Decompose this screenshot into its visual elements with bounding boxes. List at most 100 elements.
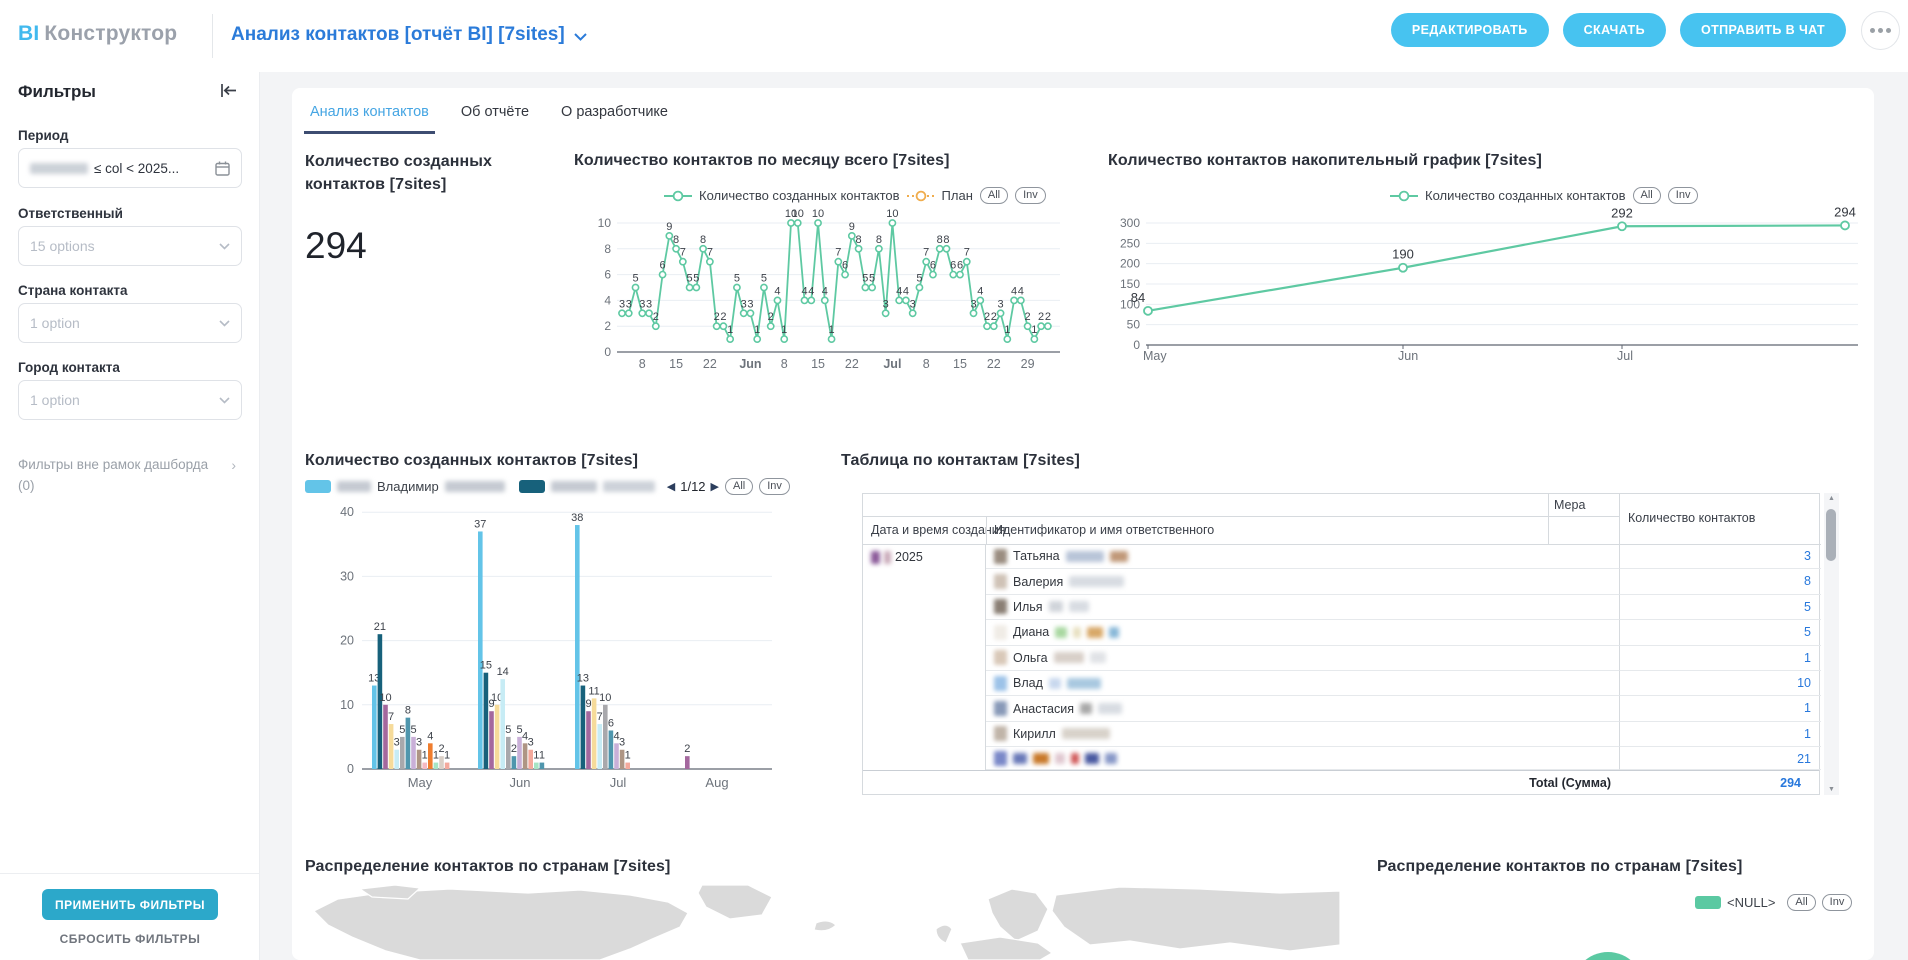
svg-text:15: 15 — [953, 357, 967, 371]
owner-name: Кирилл — [1013, 727, 1056, 741]
pager-next-icon[interactable]: ▶ — [711, 480, 719, 493]
bar-Jun-10[interactable] — [534, 763, 539, 769]
select-all-button[interactable]: All — [980, 187, 1008, 204]
tab-analysis[interactable]: Анализ контактов — [308, 98, 431, 134]
svg-text:Aug: Aug — [705, 775, 728, 790]
apply-filters-button[interactable]: ПРИМЕНИТЬ ФИЛЬТРЫ — [42, 889, 218, 920]
svg-text:3: 3 — [646, 298, 652, 310]
table-row: 21 — [986, 747, 1821, 770]
bar-Jul-0[interactable] — [575, 525, 580, 769]
bar-Jul-3[interactable] — [592, 698, 597, 769]
bar-Jun-0[interactable] — [478, 531, 483, 769]
total-value: 294 — [1611, 776, 1801, 790]
pager-prev-icon[interactable]: ◀ — [667, 480, 675, 493]
cumulative-contacts-line-chart[interactable]: 050100150200250300MayJunJul84190292294 — [1110, 200, 1870, 372]
svg-text:15: 15 — [811, 357, 825, 371]
bar-Jul-5[interactable] — [603, 705, 608, 769]
table-title: Таблица по контактам [7sites] — [841, 452, 1080, 470]
invert-selection-button[interactable]: Inv — [759, 478, 790, 495]
redacted-text — [1049, 678, 1061, 689]
svg-text:9: 9 — [585, 698, 591, 710]
svg-text:300: 300 — [1120, 216, 1140, 230]
avatar — [994, 751, 1007, 766]
bar-Jul-4[interactable] — [597, 724, 602, 769]
period-input[interactable]: ≤ col < 2025... — [18, 148, 242, 188]
more-options-button[interactable] — [1861, 11, 1900, 50]
calendar-icon — [215, 161, 230, 176]
reset-filters-button[interactable]: СБРОСИТЬ ФИЛЬТРЫ — [42, 932, 218, 946]
bar-May-5[interactable] — [400, 737, 405, 769]
chevron-right-icon: › — [231, 455, 236, 476]
bar-Jun-11[interactable] — [540, 763, 545, 769]
svg-text:2: 2 — [1025, 311, 1031, 323]
svg-text:5: 5 — [505, 724, 511, 736]
bar-Jul-9[interactable] — [625, 763, 630, 769]
bar-May-11[interactable] — [434, 763, 439, 769]
world-map[interactable] — [300, 885, 1340, 960]
svg-text:1: 1 — [1031, 324, 1037, 336]
svg-text:250: 250 — [1120, 236, 1140, 250]
table-header-merged-cell — [863, 494, 1619, 517]
svg-text:7: 7 — [964, 247, 970, 259]
svg-text:14: 14 — [497, 666, 509, 678]
bar-Jun-3[interactable] — [495, 705, 500, 769]
svg-text:2: 2 — [684, 743, 690, 755]
scrollbar-thumb[interactable] — [1826, 509, 1836, 561]
download-button[interactable]: СКАЧАТЬ — [1563, 13, 1666, 47]
tab-about-report[interactable]: Об отчёте — [459, 98, 531, 134]
table-row: Кирилл1 — [986, 722, 1821, 747]
select-all-button[interactable]: All — [725, 478, 753, 495]
tab-about-developer[interactable]: О разработчике — [559, 98, 670, 134]
contact-count: 1 — [1619, 696, 1821, 721]
daily-contacts-line-chart[interactable]: 024681081522Jun81522Jul81522293353326987… — [595, 205, 1065, 385]
bar-Jun-6[interactable] — [512, 756, 517, 769]
svg-text:3: 3 — [619, 737, 625, 749]
svg-text:3: 3 — [970, 298, 976, 310]
chevron-down-icon — [574, 33, 587, 41]
invert-selection-button[interactable]: Inv — [1015, 187, 1046, 204]
svg-text:8: 8 — [405, 705, 411, 717]
scroll-up-icon[interactable]: ▲ — [1824, 495, 1839, 502]
bar-Aug-0[interactable] — [685, 756, 690, 769]
svg-text:1: 1 — [781, 324, 787, 336]
col-header-owner: Идентификатор и имя ответственного — [994, 523, 1214, 537]
table-row: Анастасия1 — [986, 696, 1821, 721]
bar-Jun-2[interactable] — [489, 711, 494, 769]
redacted-legend-text — [337, 481, 371, 492]
edit-button[interactable]: РЕДАКТИРОВАТЬ — [1391, 13, 1549, 47]
svg-text:22: 22 — [703, 357, 717, 371]
select-all-button[interactable]: All — [1787, 894, 1815, 911]
send-to-chat-button[interactable]: ОТПРАВИТЬ В ЧАТ — [1680, 13, 1846, 47]
owner-select[interactable]: 15 options — [18, 226, 242, 266]
app-logo: BIКонструктор — [18, 22, 177, 46]
city-select[interactable]: 1 option — [18, 380, 242, 420]
report-title-dropdown[interactable]: Анализ контактов [отчёт BI] [7sites] — [231, 24, 587, 46]
svg-text:6: 6 — [957, 260, 963, 272]
redacted-text — [1054, 652, 1084, 663]
redacted-text — [1069, 601, 1089, 612]
outer-filters-toggle[interactable]: Фильтры вне рамок дашборда (0) › — [18, 454, 242, 496]
bar-May-0[interactable] — [372, 686, 377, 769]
scroll-down-icon[interactable]: ▼ — [1824, 786, 1839, 793]
table-scrollbar[interactable]: ▲ ▼ — [1824, 493, 1839, 795]
invert-selection-button[interactable]: Inv — [1822, 894, 1853, 911]
contacts-by-owner-bar-chart[interactable]: 010203040May13211073585314121Jun37159101… — [292, 500, 792, 795]
redacted-text — [1110, 551, 1128, 562]
col-header-measure: Мера — [1554, 498, 1585, 512]
bar-Jun-1[interactable] — [484, 673, 489, 769]
bar-May-4[interactable] — [394, 750, 399, 769]
chevron-down-icon — [219, 397, 230, 404]
countries-pie-chart[interactable] — [1572, 952, 1644, 960]
svg-text:2: 2 — [1045, 311, 1051, 323]
bar-chart-legend: Владимир ◀ 1/12 ▶ All Inv — [305, 478, 790, 495]
bar-Jul-2[interactable] — [586, 711, 591, 769]
country-select[interactable]: 1 option — [18, 303, 242, 343]
avatar — [994, 676, 1007, 691]
bar-May-13[interactable] — [445, 763, 450, 769]
pager-position: 1/12 — [680, 479, 705, 494]
svg-text:3: 3 — [394, 737, 400, 749]
collapse-sidebar-icon[interactable] — [220, 83, 237, 103]
bar-May-9[interactable] — [422, 763, 427, 769]
svg-text:2: 2 — [991, 311, 997, 323]
redacted-legend-text — [603, 481, 655, 492]
